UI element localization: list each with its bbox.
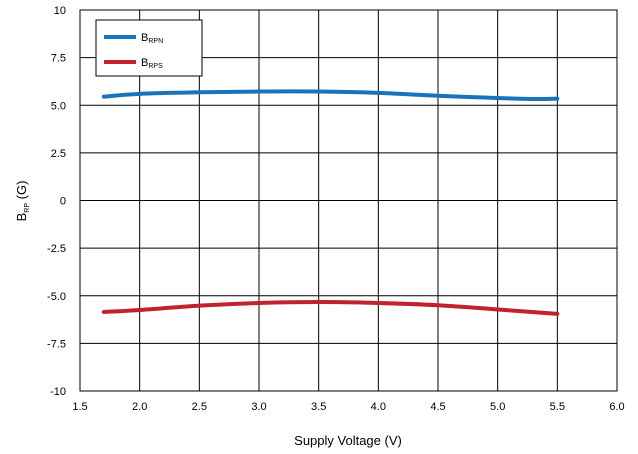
x-tick-label: 2.0 <box>132 401 147 413</box>
legend-label-rps: BRPS <box>141 57 163 70</box>
series-line-rpn <box>101 89 560 101</box>
y-tick-label: 0 <box>60 196 66 208</box>
x-tick-label: 4.5 <box>430 401 445 413</box>
x-tick-label: 4.0 <box>371 401 386 413</box>
y-tick-label: 10 <box>54 5 66 17</box>
y-tick-label: 5.0 <box>51 100 66 112</box>
y-axis-label-sub: RP <box>24 203 31 213</box>
x-tick-labels: 1.5 2.0 2.5 3.0 3.5 4.0 4.5 5.0 5.5 6.0 <box>72 401 624 413</box>
series-line-rps <box>101 300 560 316</box>
x-tick-label: 3.5 <box>311 401 326 413</box>
y-tick-label: 2.5 <box>51 148 66 160</box>
legend: BRPN BRPS <box>95 19 203 77</box>
y-tick-label: -7.5 <box>47 338 66 350</box>
x-tick-label: 5.0 <box>490 401 505 413</box>
y-tick-label: -5.0 <box>47 291 66 303</box>
legend-box <box>95 19 203 77</box>
legend-label-rpn: BRPN <box>141 32 163 45</box>
y-tick-labels: 10 7.5 5.0 2.5 0 -2.5 -5.0 -7.5 -10 <box>47 5 66 398</box>
x-tick-label: 5.5 <box>550 401 565 413</box>
y-tick-label: 7.5 <box>51 53 66 65</box>
y-tick-label: -2.5 <box>47 243 66 255</box>
x-tick-label: 3.0 <box>251 401 266 413</box>
x-axis-label: Supply Voltage (V) <box>294 433 402 448</box>
y-axis-label-main: B <box>14 213 29 222</box>
y-axis-label: BRP (G) <box>14 181 31 222</box>
x-tick-label: 2.5 <box>192 401 207 413</box>
y-axis-label-suffix: (G) <box>14 181 29 203</box>
plot-frame <box>79 9 618 392</box>
series-lines <box>101 89 560 316</box>
y-tick-label: -10 <box>50 386 66 398</box>
x-tick-label: 6.0 <box>609 401 624 413</box>
x-tick-label: 1.5 <box>72 401 87 413</box>
